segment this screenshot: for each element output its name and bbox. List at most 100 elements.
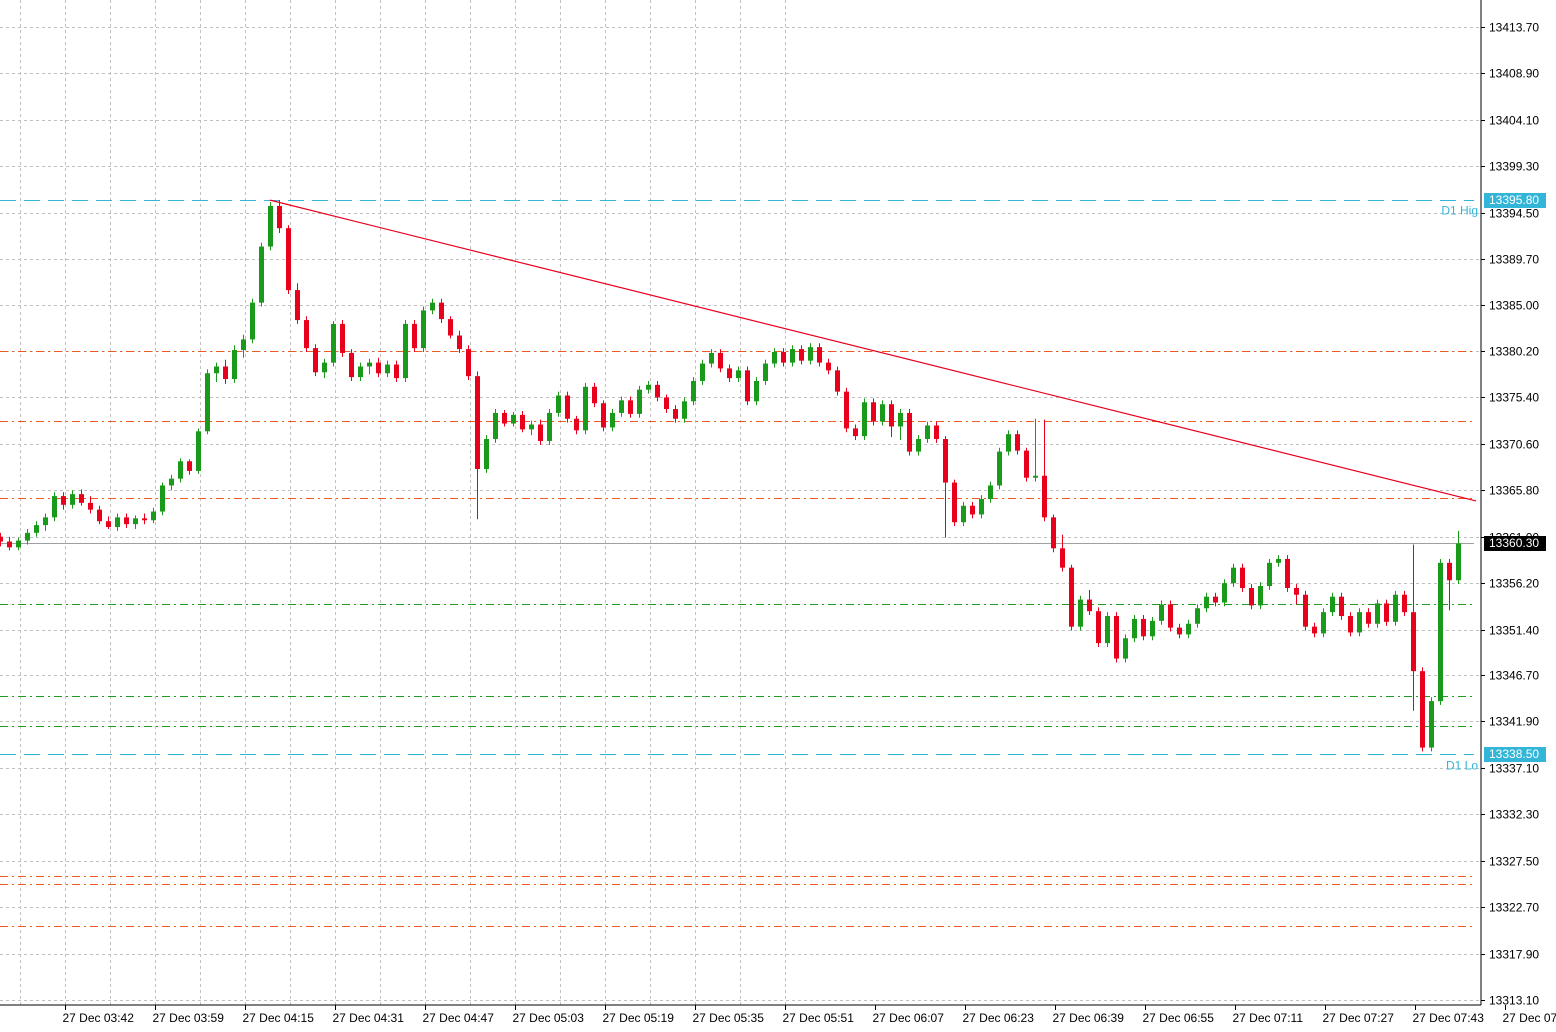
- candle-body: [1375, 603, 1380, 624]
- candle-body: [970, 505, 975, 515]
- candle: [511, 411, 516, 427]
- horizontal-levels: D1 Hig D1 Lo: [0, 200, 1478, 927]
- candle: [1060, 534, 1065, 572]
- candle-body: [1132, 618, 1137, 639]
- candle-body: [718, 352, 723, 369]
- candle-body: [1231, 567, 1236, 584]
- candle-body: [745, 370, 750, 402]
- time-axis[interactable]: 27 Dec 03:42 27 Dec 03:59 27 Dec 04:15 27 D…: [63, 1005, 1556, 1025]
- candle-body: [385, 364, 390, 374]
- candle-body: [610, 412, 615, 428]
- candle: [664, 394, 669, 413]
- trendline[interactable]: [269, 199, 1477, 502]
- candle: [988, 481, 993, 503]
- candle-body: [664, 397, 669, 410]
- candle: [871, 398, 876, 426]
- y-tick-label: 13322.70: [1489, 901, 1539, 915]
- candle-body: [1141, 618, 1146, 637]
- candle-body: [1303, 594, 1308, 627]
- candle: [439, 298, 444, 323]
- y-tick-label: 13365.80: [1489, 484, 1539, 498]
- price-axis[interactable]: 13413.70 13408.90 13404.10 13399.30 13394.50…: [1481, 21, 1539, 1008]
- candle: [322, 358, 327, 379]
- candle-body: [475, 376, 480, 470]
- candle: [1114, 612, 1119, 663]
- x-tick-label: 27 Dec 07:43: [1413, 1011, 1485, 1025]
- candle: [1375, 599, 1380, 628]
- candle-body: [295, 290, 300, 321]
- candle: [484, 435, 489, 473]
- candle-body: [1222, 583, 1227, 603]
- candle-body: [511, 414, 516, 424]
- candle-body: [358, 366, 363, 378]
- candle-body: [1285, 558, 1290, 588]
- candle: [124, 513, 129, 529]
- candle: [952, 479, 957, 527]
- candle-body: [277, 205, 282, 229]
- candle: [754, 377, 759, 406]
- candle: [1069, 564, 1074, 631]
- candle: [1168, 600, 1173, 632]
- candle: [934, 421, 939, 443]
- candle-body: [673, 409, 678, 419]
- candle-body: [700, 363, 705, 381]
- candle: [1267, 558, 1272, 590]
- candle-body: [1213, 596, 1218, 603]
- candle: [1438, 558, 1443, 706]
- candle-body: [160, 485, 165, 512]
- candle: [691, 377, 696, 406]
- candle-body: [133, 518, 138, 525]
- candle-body: [376, 362, 381, 374]
- y-tick-label: 13413.70: [1489, 21, 1539, 35]
- candle-body: [925, 425, 930, 440]
- candle-body: [691, 380, 696, 402]
- candle-body: [16, 540, 21, 548]
- candle: [772, 348, 777, 368]
- y-tick-label: 13370.60: [1489, 438, 1539, 452]
- candle-body: [889, 404, 894, 427]
- y-tick-label: 13408.90: [1489, 67, 1539, 81]
- x-tick-label: 27 Dec 06:55: [1143, 1011, 1215, 1025]
- candle-body: [151, 511, 156, 521]
- x-tick-label: 27 Dec 03:42: [63, 1011, 135, 1025]
- candle: [34, 521, 39, 537]
- candle-body: [916, 439, 921, 452]
- candle: [1105, 612, 1110, 647]
- candle: [205, 369, 210, 435]
- candle-body: [322, 362, 327, 373]
- candle: [43, 513, 48, 531]
- candle: [1384, 599, 1389, 626]
- candle-body: [1177, 627, 1182, 635]
- x-tick-label: 27 Dec 06:39: [1053, 1011, 1125, 1025]
- candle-body: [817, 347, 822, 363]
- candle: [1123, 634, 1128, 663]
- candle: [1447, 558, 1452, 611]
- price-axis-panel: [1481, 0, 1556, 1032]
- candle-body: [538, 424, 543, 441]
- candle-body: [142, 518, 147, 521]
- candle-body: [1150, 620, 1155, 637]
- candle-body: [1060, 548, 1065, 568]
- candle-body: [1312, 626, 1317, 634]
- candle: [1015, 430, 1020, 455]
- candle: [232, 345, 237, 383]
- candle-body: [493, 412, 498, 440]
- candle-body: [781, 351, 786, 363]
- candle-body: [331, 323, 336, 363]
- candle-body: [1366, 612, 1371, 624]
- candle: [1042, 419, 1047, 522]
- y-tick-label: 13341.90: [1489, 715, 1539, 729]
- candle: [1420, 667, 1425, 752]
- candle-body: [907, 412, 912, 452]
- candle: [835, 366, 840, 396]
- candle-body: [304, 320, 309, 349]
- candle: [160, 482, 165, 516]
- candle: [1051, 514, 1056, 553]
- candle: [763, 359, 768, 385]
- candle-body: [1294, 587, 1299, 595]
- candle: [907, 409, 912, 456]
- candle: [898, 409, 903, 440]
- candle-body: [1123, 638, 1128, 659]
